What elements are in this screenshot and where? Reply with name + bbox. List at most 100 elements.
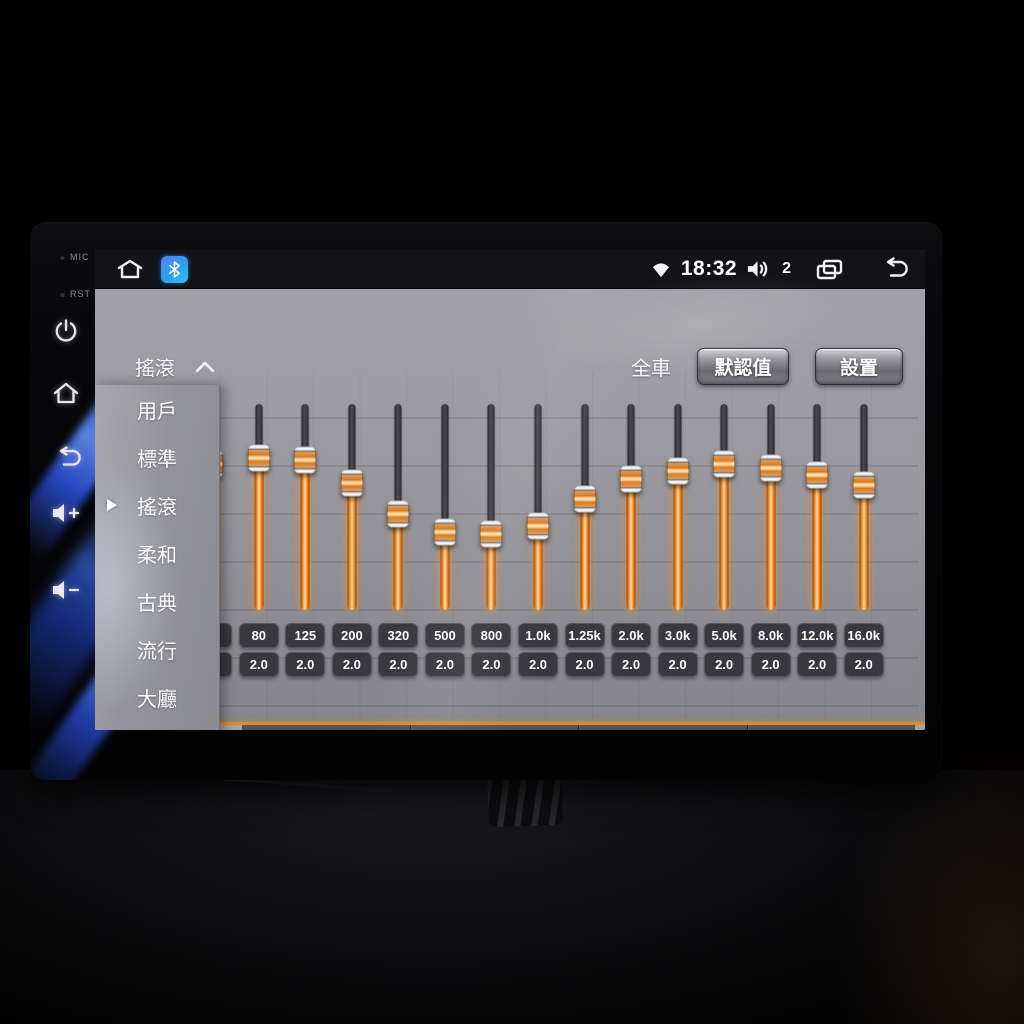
eq-band-slider[interactable] [386, 404, 410, 610]
slider-track-upper [813, 404, 821, 476]
band-gain-value: 2.0 [471, 652, 512, 677]
audio-settings-tab[interactable]: 聲場設置 [578, 725, 747, 730]
back-icon[interactable] [877, 257, 909, 281]
band-frequency-label: 320 [378, 623, 419, 648]
slider-thumb[interactable] [294, 446, 317, 474]
band-gain-value: 2.0 [238, 652, 279, 677]
eq-band-slider[interactable] [805, 404, 829, 610]
eq-band-slider[interactable] [247, 404, 271, 610]
mic-hole-icon [60, 254, 65, 260]
equalizer-screen: 搖滾 全車 默認值 設置 [95, 266, 925, 730]
band-gain-value: 2.0 [517, 652, 558, 677]
slider-track-filled [766, 467, 776, 610]
audio-settings-tab[interactable]: 環繞聲 [242, 725, 410, 730]
slider-track-filled [812, 475, 822, 610]
slider-track-upper [720, 404, 728, 464]
slider-track-upper [301, 404, 309, 460]
slider-thumb[interactable] [852, 471, 875, 499]
slider-thumb[interactable] [387, 500, 410, 528]
preset-option-label: 用戶 [137, 400, 177, 423]
slider-track-filled [393, 514, 403, 610]
band-gain-value: 2.0 [611, 652, 652, 677]
band-frequency-label: 80 [238, 623, 279, 648]
eq-band-slider[interactable] [293, 404, 317, 610]
eq-band: 320 2.0 [375, 399, 422, 677]
slider-track-filled [580, 498, 590, 610]
slider-track-upper [674, 404, 682, 472]
eq-band-slider[interactable] [433, 404, 457, 610]
eq-band-slider[interactable] [573, 404, 597, 610]
bluetooth-app-icon[interactable] [161, 255, 188, 283]
slider-thumb[interactable] [433, 518, 456, 546]
audio-settings-tab[interactable]: 低音過濾 [746, 725, 915, 730]
eq-band-slider[interactable] [666, 404, 690, 610]
slider-track-upper [394, 404, 402, 515]
slider-track-upper [767, 404, 775, 468]
slider-track-upper [627, 404, 635, 480]
preset-option[interactable]: 大廳 [95, 673, 220, 721]
preset-option[interactable]: 爵士 [95, 721, 220, 730]
band-gain-value: 2.0 [378, 652, 419, 677]
slider-thumb[interactable] [247, 444, 270, 472]
eq-band-slider[interactable] [852, 404, 876, 610]
wifi-icon [650, 260, 672, 279]
eq-band-slider[interactable] [619, 404, 643, 610]
settings-button[interactable]: 設置 [815, 347, 903, 385]
eq-band: 800 2.0 [468, 399, 515, 677]
band-gain-value: 2.0 [797, 652, 838, 677]
eq-band-slider[interactable] [340, 404, 364, 610]
preset-option[interactable]: 流行 [95, 625, 220, 673]
slider-thumb[interactable] [620, 465, 643, 493]
slider-thumb[interactable] [340, 469, 363, 497]
band-frequency-label: 800 [471, 623, 512, 648]
selected-preset-label: 搖滾 [135, 357, 175, 380]
preset-option[interactable]: 標準 [95, 433, 220, 481]
power-icon [55, 319, 77, 342]
home-icon[interactable] [115, 258, 145, 280]
volume-down-button[interactable] [46, 573, 86, 607]
band-frequency-label: 16.0k [843, 623, 884, 648]
dashboard-vent [487, 772, 563, 828]
preset-dropdown-toggle[interactable]: 搖滾 [135, 352, 215, 381]
band-frequency-label: 12.0k [797, 623, 838, 648]
screen: 18:32 2 [95, 250, 925, 730]
status-bar: 18:32 2 [95, 250, 925, 289]
mic-label-text: MIC [70, 252, 90, 262]
eq-band-slider[interactable] [479, 404, 503, 610]
volume-up-button[interactable] [46, 496, 86, 530]
eq-band-slider[interactable] [526, 404, 550, 610]
chevron-up-icon [195, 361, 215, 372]
slider-thumb[interactable] [806, 461, 829, 489]
volume-up-icon [53, 504, 80, 522]
eq-band: 80 2.0 [236, 399, 283, 677]
audio-settings-tab[interactable]: 低音加強 [409, 725, 578, 730]
preset-option[interactable]: 柔和 [95, 529, 220, 577]
head-unit: MIC RST [30, 222, 942, 780]
eq-band-slider[interactable] [712, 404, 736, 610]
slider-thumb[interactable] [713, 450, 736, 478]
volume-down-icon [53, 581, 80, 599]
slider-thumb[interactable] [666, 457, 689, 485]
slider-thumb[interactable] [526, 512, 549, 540]
preset-option[interactable]: 用戶 [95, 385, 220, 433]
slider-thumb[interactable] [480, 520, 503, 548]
slider-track-filled [533, 526, 543, 610]
rst-label: RST [60, 289, 91, 299]
preset-option-label: 大廳 [137, 688, 177, 711]
power-button[interactable] [46, 314, 86, 348]
band-frequency-label: 1.0k [517, 623, 558, 648]
back-button[interactable] [46, 441, 86, 475]
slider-thumb[interactable] [573, 485, 596, 513]
default-values-button[interactable]: 默認值 [697, 347, 789, 385]
recent-apps-icon[interactable] [814, 257, 846, 281]
preset-option[interactable]: 搖滾 [95, 481, 220, 529]
status-bar-right: 18:32 2 [650, 257, 925, 281]
zone-label: 全車 [631, 357, 671, 380]
eq-band: 12.0k 2.0 [794, 399, 841, 677]
band-gain-value: 2.0 [657, 652, 698, 677]
eq-band-slider[interactable] [759, 404, 783, 610]
home-button[interactable] [46, 376, 86, 410]
slider-thumb[interactable] [759, 454, 782, 482]
preset-option[interactable]: 古典 [95, 577, 220, 625]
